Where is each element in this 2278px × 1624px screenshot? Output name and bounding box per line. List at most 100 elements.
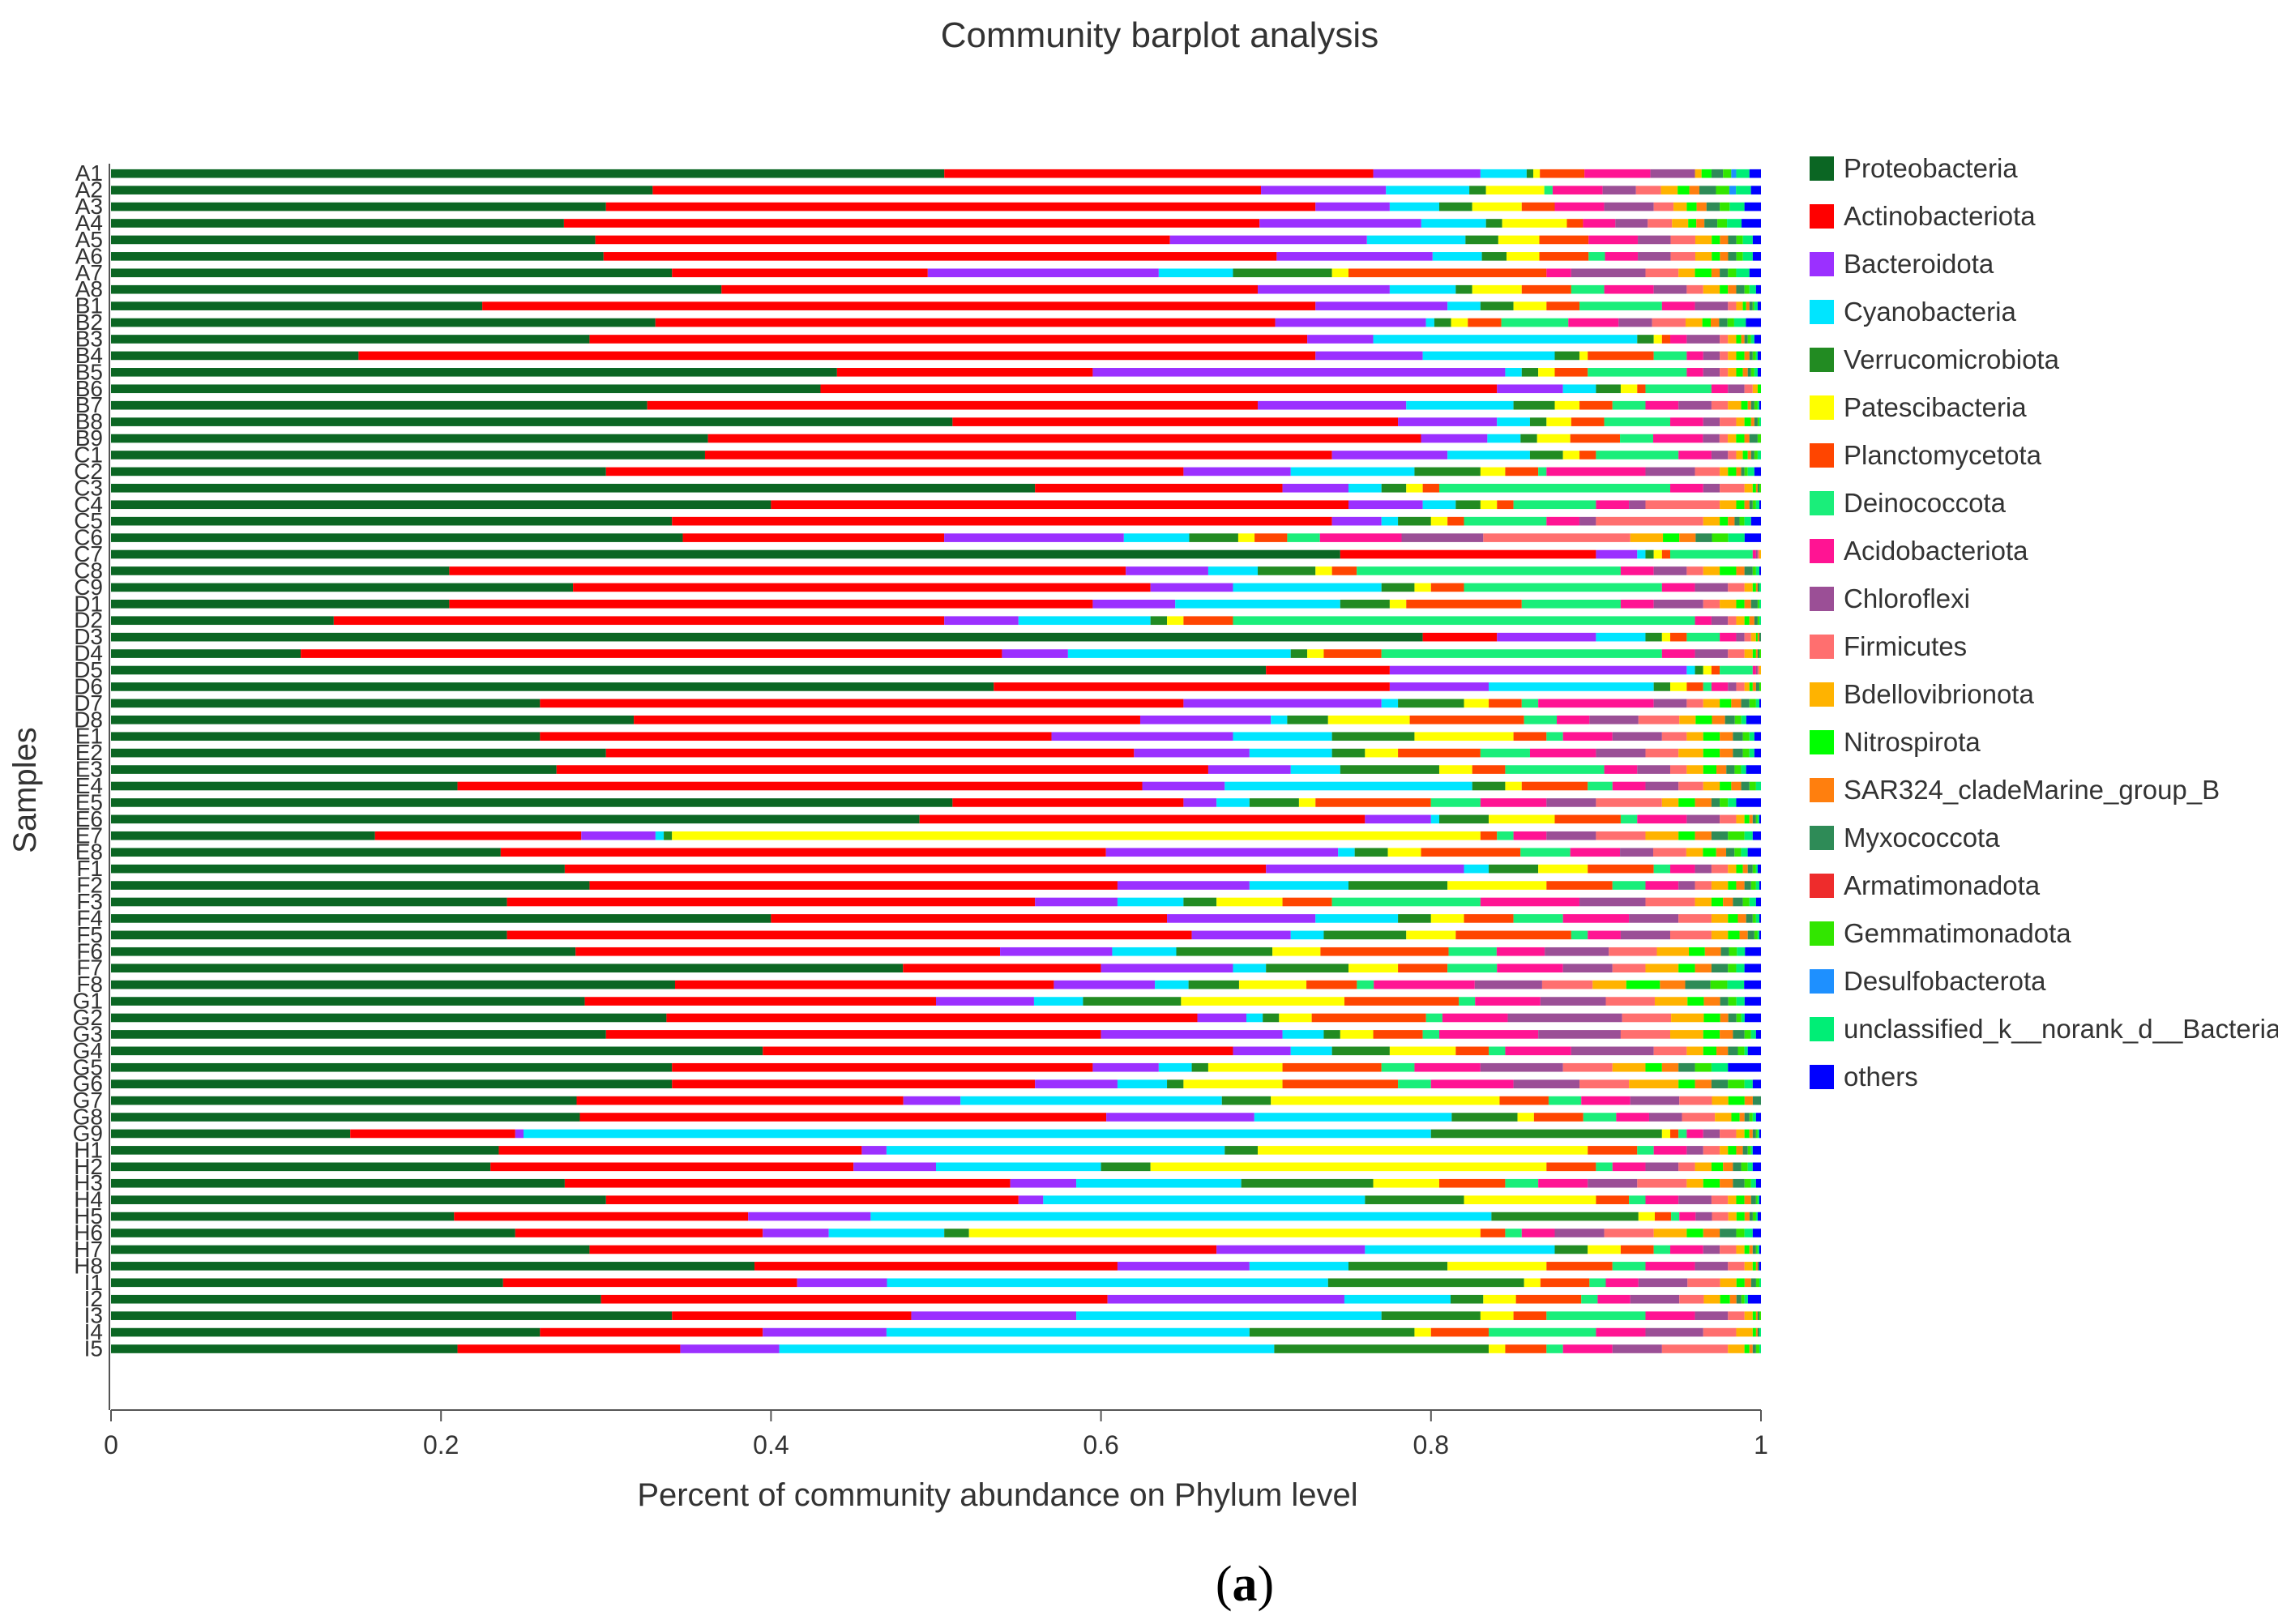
bar-segment-H2-Chloroflexi <box>1645 1162 1679 1172</box>
x-tick-label: 0.8 <box>1413 1430 1449 1459</box>
bar-segment-D7-Proteobacteria <box>111 699 541 708</box>
bar-segment-C2-Myxococcota <box>1741 467 1745 477</box>
bar-segment-B2-Gemmatimonadota <box>1727 318 1734 327</box>
bar-segment-F4-Patescibacteria <box>1430 914 1464 923</box>
bar-segment-F6-unclassified_k__norank_d__Bacteria <box>1737 947 1746 956</box>
bar-segment-C4-Deinococcota <box>1513 500 1596 510</box>
bar-segment-C8-Firmicutes <box>1686 566 1703 575</box>
bar-segment-D1-Bacteroidota <box>1092 600 1176 609</box>
bar-segment-C4-Planctomycetota <box>1497 500 1514 510</box>
bar-segment-H8-Deinococcota <box>1612 1262 1646 1271</box>
y-tick-label: H2 <box>74 1154 103 1179</box>
legend-item: Deinococcota <box>1810 488 2007 518</box>
y-tick-label: F5 <box>76 922 103 947</box>
bar-segment-A5-SAR324_cladeMarine_group_B <box>1720 235 1729 245</box>
bar-segment-G3-unclassified_k__norank_d__Bacteria <box>1750 1030 1756 1039</box>
bar-segment-B3-Patescibacteria <box>1653 335 1662 344</box>
bar-segment-I1-Gemmatimonadota <box>1755 1278 1759 1288</box>
bar-segment-I3-Gemmatimonadota <box>1759 1311 1761 1320</box>
bar-segment-A5-Actinobacteriota <box>595 235 1170 245</box>
bar-segment-G5-Myxococcota <box>1678 1062 1695 1072</box>
bar-segment-E8-Bdellovibrionota <box>1686 848 1703 857</box>
bar-segment-E6-Chloroflexi <box>1686 814 1720 824</box>
bar-segment-B3-Actinobacteriota <box>589 335 1308 344</box>
bar-segment-H1-Deinococcota <box>1637 1146 1654 1155</box>
bar-stack-D3 <box>111 632 1761 642</box>
bar-segment-A7-Actinobacteriota <box>672 268 928 278</box>
y-tick-label: C8 <box>74 558 103 583</box>
bar-segment-E4-Bdellovibrionota <box>1703 781 1720 791</box>
bar-segment-F6-Proteobacteria <box>111 947 576 956</box>
bar-segment-E2-Acidobacteriota <box>1529 748 1596 758</box>
bar-segment-E2-Myxococcota <box>1733 748 1743 758</box>
bar-segment-E8-Patescibacteria <box>1387 848 1421 857</box>
bar-segment-I3-Actinobacteriota <box>672 1311 912 1320</box>
bar-segment-G5-Verrucomicrobiota <box>1191 1062 1208 1072</box>
bar-segment-E6-Bacteroidota <box>1365 814 1431 824</box>
bar-segment-D8-unclassified_k__norank_d__Bacteria <box>1741 715 1746 724</box>
bar-segment-B2-Proteobacteria <box>111 318 656 327</box>
bar-segment-B7-Planctomycetota <box>1579 400 1613 410</box>
bar-segment-F3-Bdellovibrionota <box>1695 897 1712 907</box>
bar-segment-H1-Planctomycetota <box>1588 1146 1638 1155</box>
bar-segment-G3-Chloroflexi <box>1538 1030 1621 1039</box>
bar-segment-G6-Verrucomicrobiota <box>1167 1079 1184 1088</box>
bar-segment-G7-Bdellovibrionota <box>1712 1096 1729 1105</box>
bar-segment-F5-Cyanobacteria <box>1290 930 1324 940</box>
bar-segment-I4-Acidobacteriota <box>1596 1327 1646 1337</box>
bar-segment-F2-Gemmatimonadota <box>1750 881 1756 890</box>
bar-segment-G3-Bacteroidota <box>1101 1030 1283 1039</box>
y-tick-label: I5 <box>84 1336 103 1361</box>
bar-segment-H2-Actinobacteriota <box>490 1162 854 1172</box>
legend-label: Armatimonadota <box>1844 870 2041 900</box>
bar-segment-I3-Planctomycetota <box>1513 1311 1547 1320</box>
bar-segment-D8-SAR324_cladeMarine_group_B <box>1712 715 1725 724</box>
bar-segment-A4-Verrucomicrobiota <box>1485 219 1502 228</box>
bar-segment-H3-Verrucomicrobiota <box>1241 1178 1374 1188</box>
bar-segment-H1-Verrucomicrobiota <box>1224 1146 1259 1155</box>
bar-segment-G8-SAR324_cladeMarine_group_B <box>1739 1113 1745 1122</box>
bar-segment-F5-Chloroflexi <box>1620 930 1671 940</box>
y-tick-label: D1 <box>74 591 103 616</box>
bar-segment-B4-Actinobacteriota <box>358 351 1316 361</box>
bar-segment-I3-Bacteroidota <box>911 1311 1077 1320</box>
bar-segment-D2-Deinococcota <box>1233 616 1695 626</box>
bar-segment-D8-Planctomycetota <box>1409 715 1524 724</box>
bar-segment-A7-Cyanobacteria <box>1158 268 1233 278</box>
bar-segment-B9-Firmicutes <box>1719 434 1729 443</box>
bar-stack-B6 <box>111 384 1761 394</box>
bar-segment-H1-others <box>1752 1146 1761 1155</box>
legend-item: Nitrospirota <box>1810 727 1981 757</box>
bar-segment-G5-Planctomycetota <box>1282 1062 1382 1072</box>
bar-segment-G4-Verrucomicrobiota <box>1331 1046 1390 1056</box>
bar-stack-A3 <box>111 202 1761 212</box>
bar-segment-G7-Planctomycetota <box>1499 1096 1549 1105</box>
bar-stack-F1 <box>111 864 1761 874</box>
bar-segment-B9-Bdellovibrionota <box>1728 434 1737 443</box>
legend-item: Cyanobacteria <box>1810 297 2016 327</box>
bar-segment-A8-Proteobacteria <box>111 284 722 294</box>
bar-segment-E3-Bacteroidota <box>1207 765 1291 774</box>
y-tick-label: B5 <box>75 359 103 384</box>
bar-segment-H3-Firmicutes <box>1637 1178 1687 1188</box>
bar-segment-B1-Firmicutes <box>1728 301 1737 310</box>
bar-segment-F3-Acidobacteriota <box>1480 897 1580 907</box>
bar-segment-F1-unclassified_k__norank_d__Bacteria <box>1755 864 1758 874</box>
bar-segment-E1-Actinobacteriota <box>540 732 1052 741</box>
bar-segment-I3-Cyanobacteria <box>1076 1311 1382 1320</box>
bar-segment-F7-Nitrospirota <box>1678 964 1695 972</box>
bar-segment-G5-Acidobacteriota <box>1414 1062 1481 1072</box>
bar-segment-C9-Proteobacteria <box>111 583 574 592</box>
bar-segment-F6-Planctomycetota <box>1320 947 1449 956</box>
y-tick-label: I3 <box>84 1303 103 1328</box>
bar-segment-I1-Firmicutes <box>1687 1278 1720 1288</box>
bar-segment-D8-Deinococcota <box>1524 715 1558 724</box>
bar-stack-H6 <box>111 1229 1761 1237</box>
bar-stack-B1 <box>111 301 1761 310</box>
bar-segment-E4-Proteobacteria <box>111 781 458 791</box>
bar-segment-D2-Acidobacteriota <box>1695 616 1712 626</box>
bar-segment-A7-unclassified_k__norank_d__Bacteria <box>1736 268 1750 278</box>
bar-segment-G5-Deinococcota <box>1381 1062 1415 1072</box>
y-tick-label: H7 <box>74 1237 103 1262</box>
legend-swatch <box>1810 969 1834 994</box>
